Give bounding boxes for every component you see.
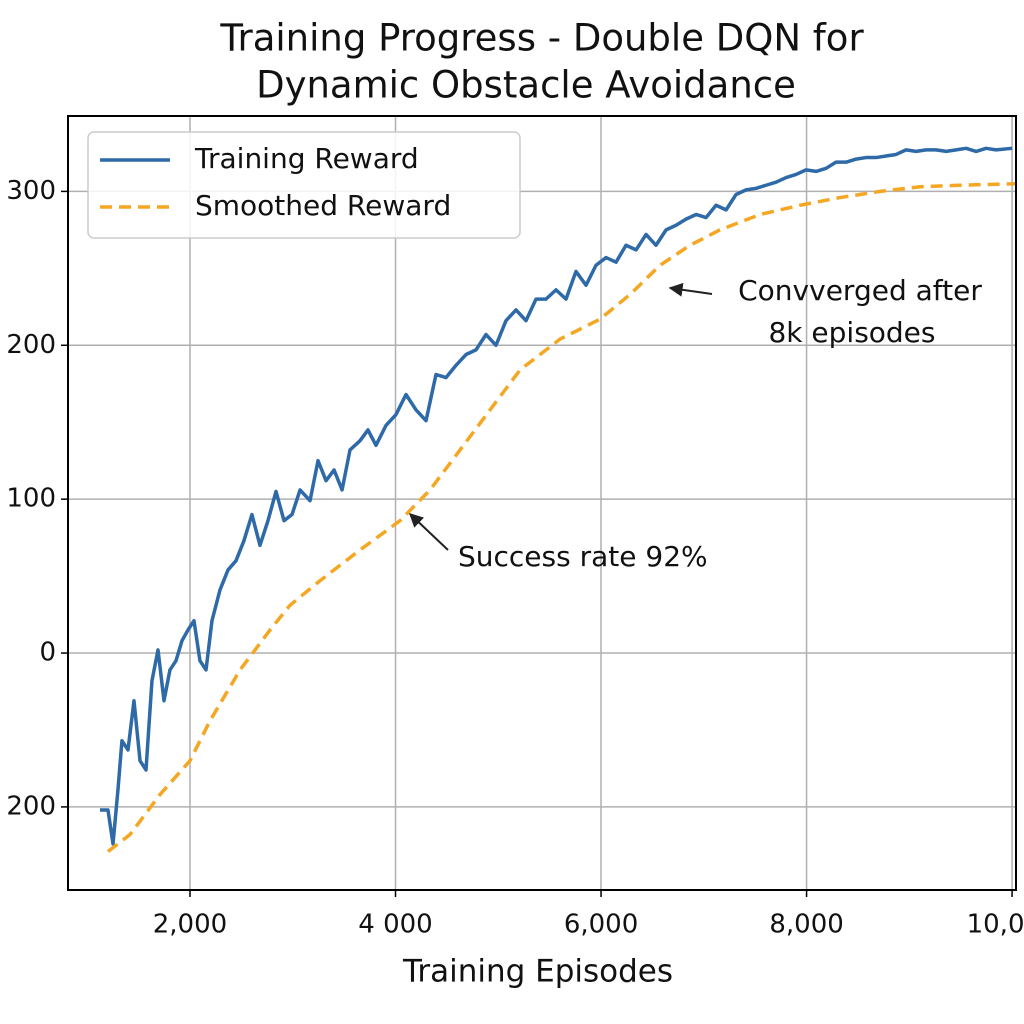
data-line (99, 146, 1013, 846)
y-tick-label: 0 (39, 638, 56, 668)
axes-frame (67, 115, 1017, 891)
legend-label: Smoothed Reward (195, 189, 451, 222)
x-tick-label: 2,000 (153, 910, 227, 940)
chart-title: Dynamic Obstacle Avoidance (256, 64, 796, 107)
annotation: Convverged after (738, 274, 982, 307)
x-tick-label: 6,000 (564, 910, 638, 940)
x-tick-label: 4 000 (358, 910, 432, 940)
legend-label: Training Reward (194, 142, 419, 175)
annotation: 8k episodes (768, 316, 935, 349)
annotation-arrow (668, 282, 713, 297)
data-line (106, 181, 1016, 853)
y-tick-label: 100 (6, 484, 56, 514)
y-tick-label: 200 (6, 791, 56, 821)
annotation-arrow (408, 513, 449, 551)
legend-box (87, 131, 521, 239)
annotation: Success rate 92% (458, 540, 708, 573)
x-tick-label: 10,000 (967, 910, 1024, 940)
y-tick-label: 300 (6, 176, 56, 206)
chart-title: Training Progress - Double DQN for (219, 17, 864, 60)
y-tick-label: 200 (6, 330, 56, 360)
x-tick-label: 8,000 (769, 910, 843, 940)
x-axis-label: Training Episodes (402, 954, 673, 990)
